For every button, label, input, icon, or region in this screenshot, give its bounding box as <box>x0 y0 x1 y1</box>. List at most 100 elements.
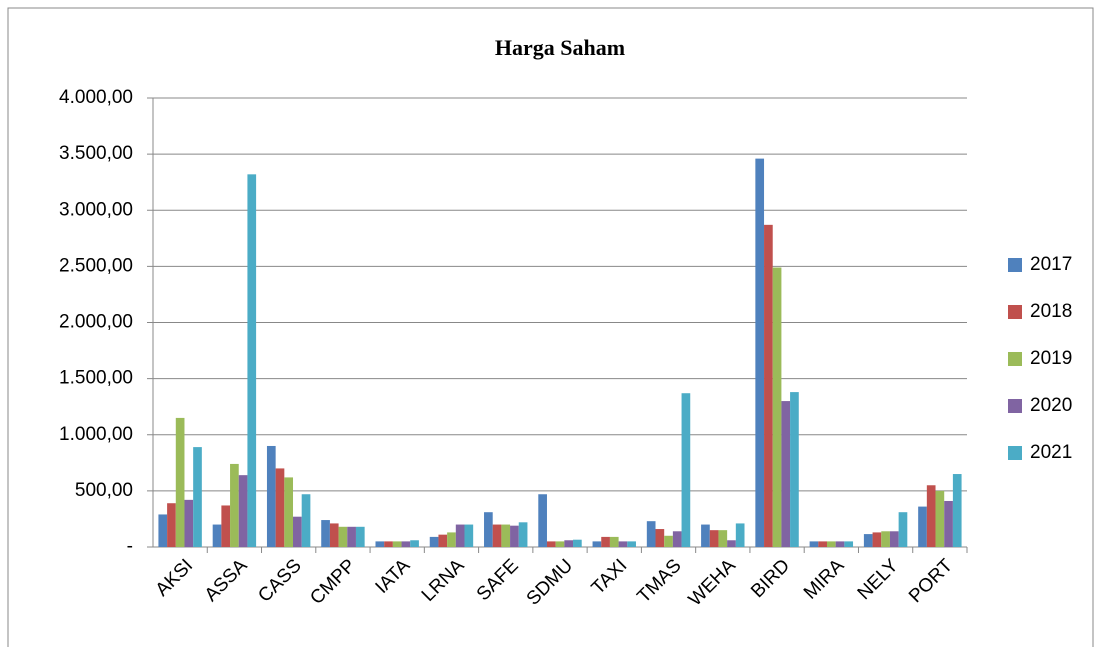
x-tick-label: AKSI <box>152 555 197 600</box>
x-tick-label: TAXI <box>588 555 632 599</box>
x-tick-label: SAFE <box>473 555 523 605</box>
bar <box>646 521 656 547</box>
bar <box>952 474 962 547</box>
bar <box>601 536 610 547</box>
bar <box>881 531 890 547</box>
bar <box>501 524 511 547</box>
x-tick-label: PORT <box>905 555 957 607</box>
bar <box>935 490 945 547</box>
bar <box>447 532 456 547</box>
bar <box>438 534 448 547</box>
bar <box>221 505 231 547</box>
bar <box>193 447 202 547</box>
bar <box>212 524 222 547</box>
bar <box>889 531 899 547</box>
legend-swatch <box>1008 352 1022 366</box>
x-tick-label: SDMU <box>523 555 577 609</box>
bar <box>247 174 257 547</box>
bar <box>158 514 168 547</box>
bar <box>701 524 710 547</box>
bar <box>826 541 836 547</box>
bar <box>230 463 239 547</box>
bar <box>455 524 465 547</box>
bar <box>863 534 873 547</box>
bar <box>926 485 936 547</box>
bar <box>167 503 176 547</box>
frame <box>7 7 1094 647</box>
legend-label: 2018 <box>1030 301 1072 322</box>
bar <box>546 541 556 547</box>
x-tick-label: NELY <box>854 555 903 604</box>
x-tick-label: LRNA <box>418 555 469 606</box>
bar <box>175 417 185 547</box>
bar <box>918 506 927 547</box>
bar <box>735 523 745 547</box>
bar <box>818 541 827 547</box>
bar <box>321 520 330 547</box>
bar <box>772 267 782 547</box>
bar <box>429 536 439 547</box>
bar <box>392 541 402 547</box>
bar <box>338 526 348 547</box>
y-tick-label: 4.000,00 <box>59 87 133 108</box>
y-tick-label: 3.500,00 <box>59 143 133 164</box>
x-tick-label: MIRA <box>800 555 849 604</box>
bar <box>564 540 574 547</box>
bar <box>664 535 673 547</box>
bar <box>672 531 682 547</box>
legend-swatch <box>1008 399 1022 413</box>
bar <box>944 500 953 547</box>
bar <box>764 224 773 547</box>
bar <box>510 525 519 547</box>
bar <box>275 468 285 547</box>
bar <box>898 512 908 547</box>
bar <box>538 494 547 547</box>
bar <box>301 494 311 547</box>
bar <box>835 541 845 547</box>
bar <box>184 499 194 547</box>
bar <box>592 541 602 547</box>
bar <box>573 539 582 547</box>
y-tick-label: 1.500,00 <box>59 368 133 389</box>
legend-swatch <box>1008 305 1022 319</box>
bar <box>401 541 411 547</box>
x-tick-label: CASS <box>254 555 305 606</box>
bar <box>790 392 799 547</box>
bar <box>627 541 636 547</box>
x-tick-label: IATA <box>372 555 415 598</box>
bar <box>727 540 736 547</box>
bar <box>555 541 565 547</box>
bar <box>518 522 528 547</box>
legend-label: 2020 <box>1030 395 1072 416</box>
bar <box>709 530 719 547</box>
bar <box>384 541 393 547</box>
y-tick-label: 3.000,00 <box>59 199 133 220</box>
bar <box>718 530 728 547</box>
x-tick-label: WEHA <box>685 555 740 610</box>
bar <box>284 477 294 547</box>
bar <box>375 541 385 547</box>
bar <box>355 526 365 547</box>
bar <box>329 523 339 547</box>
legend-swatch <box>1008 446 1022 460</box>
bar <box>464 524 474 547</box>
y-tick-label: 2.500,00 <box>59 255 133 276</box>
bar <box>781 401 791 547</box>
bar <box>410 540 419 547</box>
chart-title: Harga Saham <box>495 35 625 60</box>
y-tick-label: 2.000,00 <box>59 312 133 333</box>
bar <box>872 532 882 547</box>
x-tick-label: CMPP <box>306 555 360 609</box>
x-tick-label: TMAS <box>633 555 685 607</box>
bar <box>681 393 691 547</box>
x-tick-label: BIRD <box>747 555 794 602</box>
bar <box>655 529 665 547</box>
y-tick-label: 1.000,00 <box>59 424 133 445</box>
bar <box>238 475 248 547</box>
bar <box>293 516 302 547</box>
bar <box>266 445 276 547</box>
legend-label: 2019 <box>1030 348 1072 369</box>
y-tick-label: 500,00 <box>75 480 133 501</box>
legend-label: 2017 <box>1030 254 1072 275</box>
